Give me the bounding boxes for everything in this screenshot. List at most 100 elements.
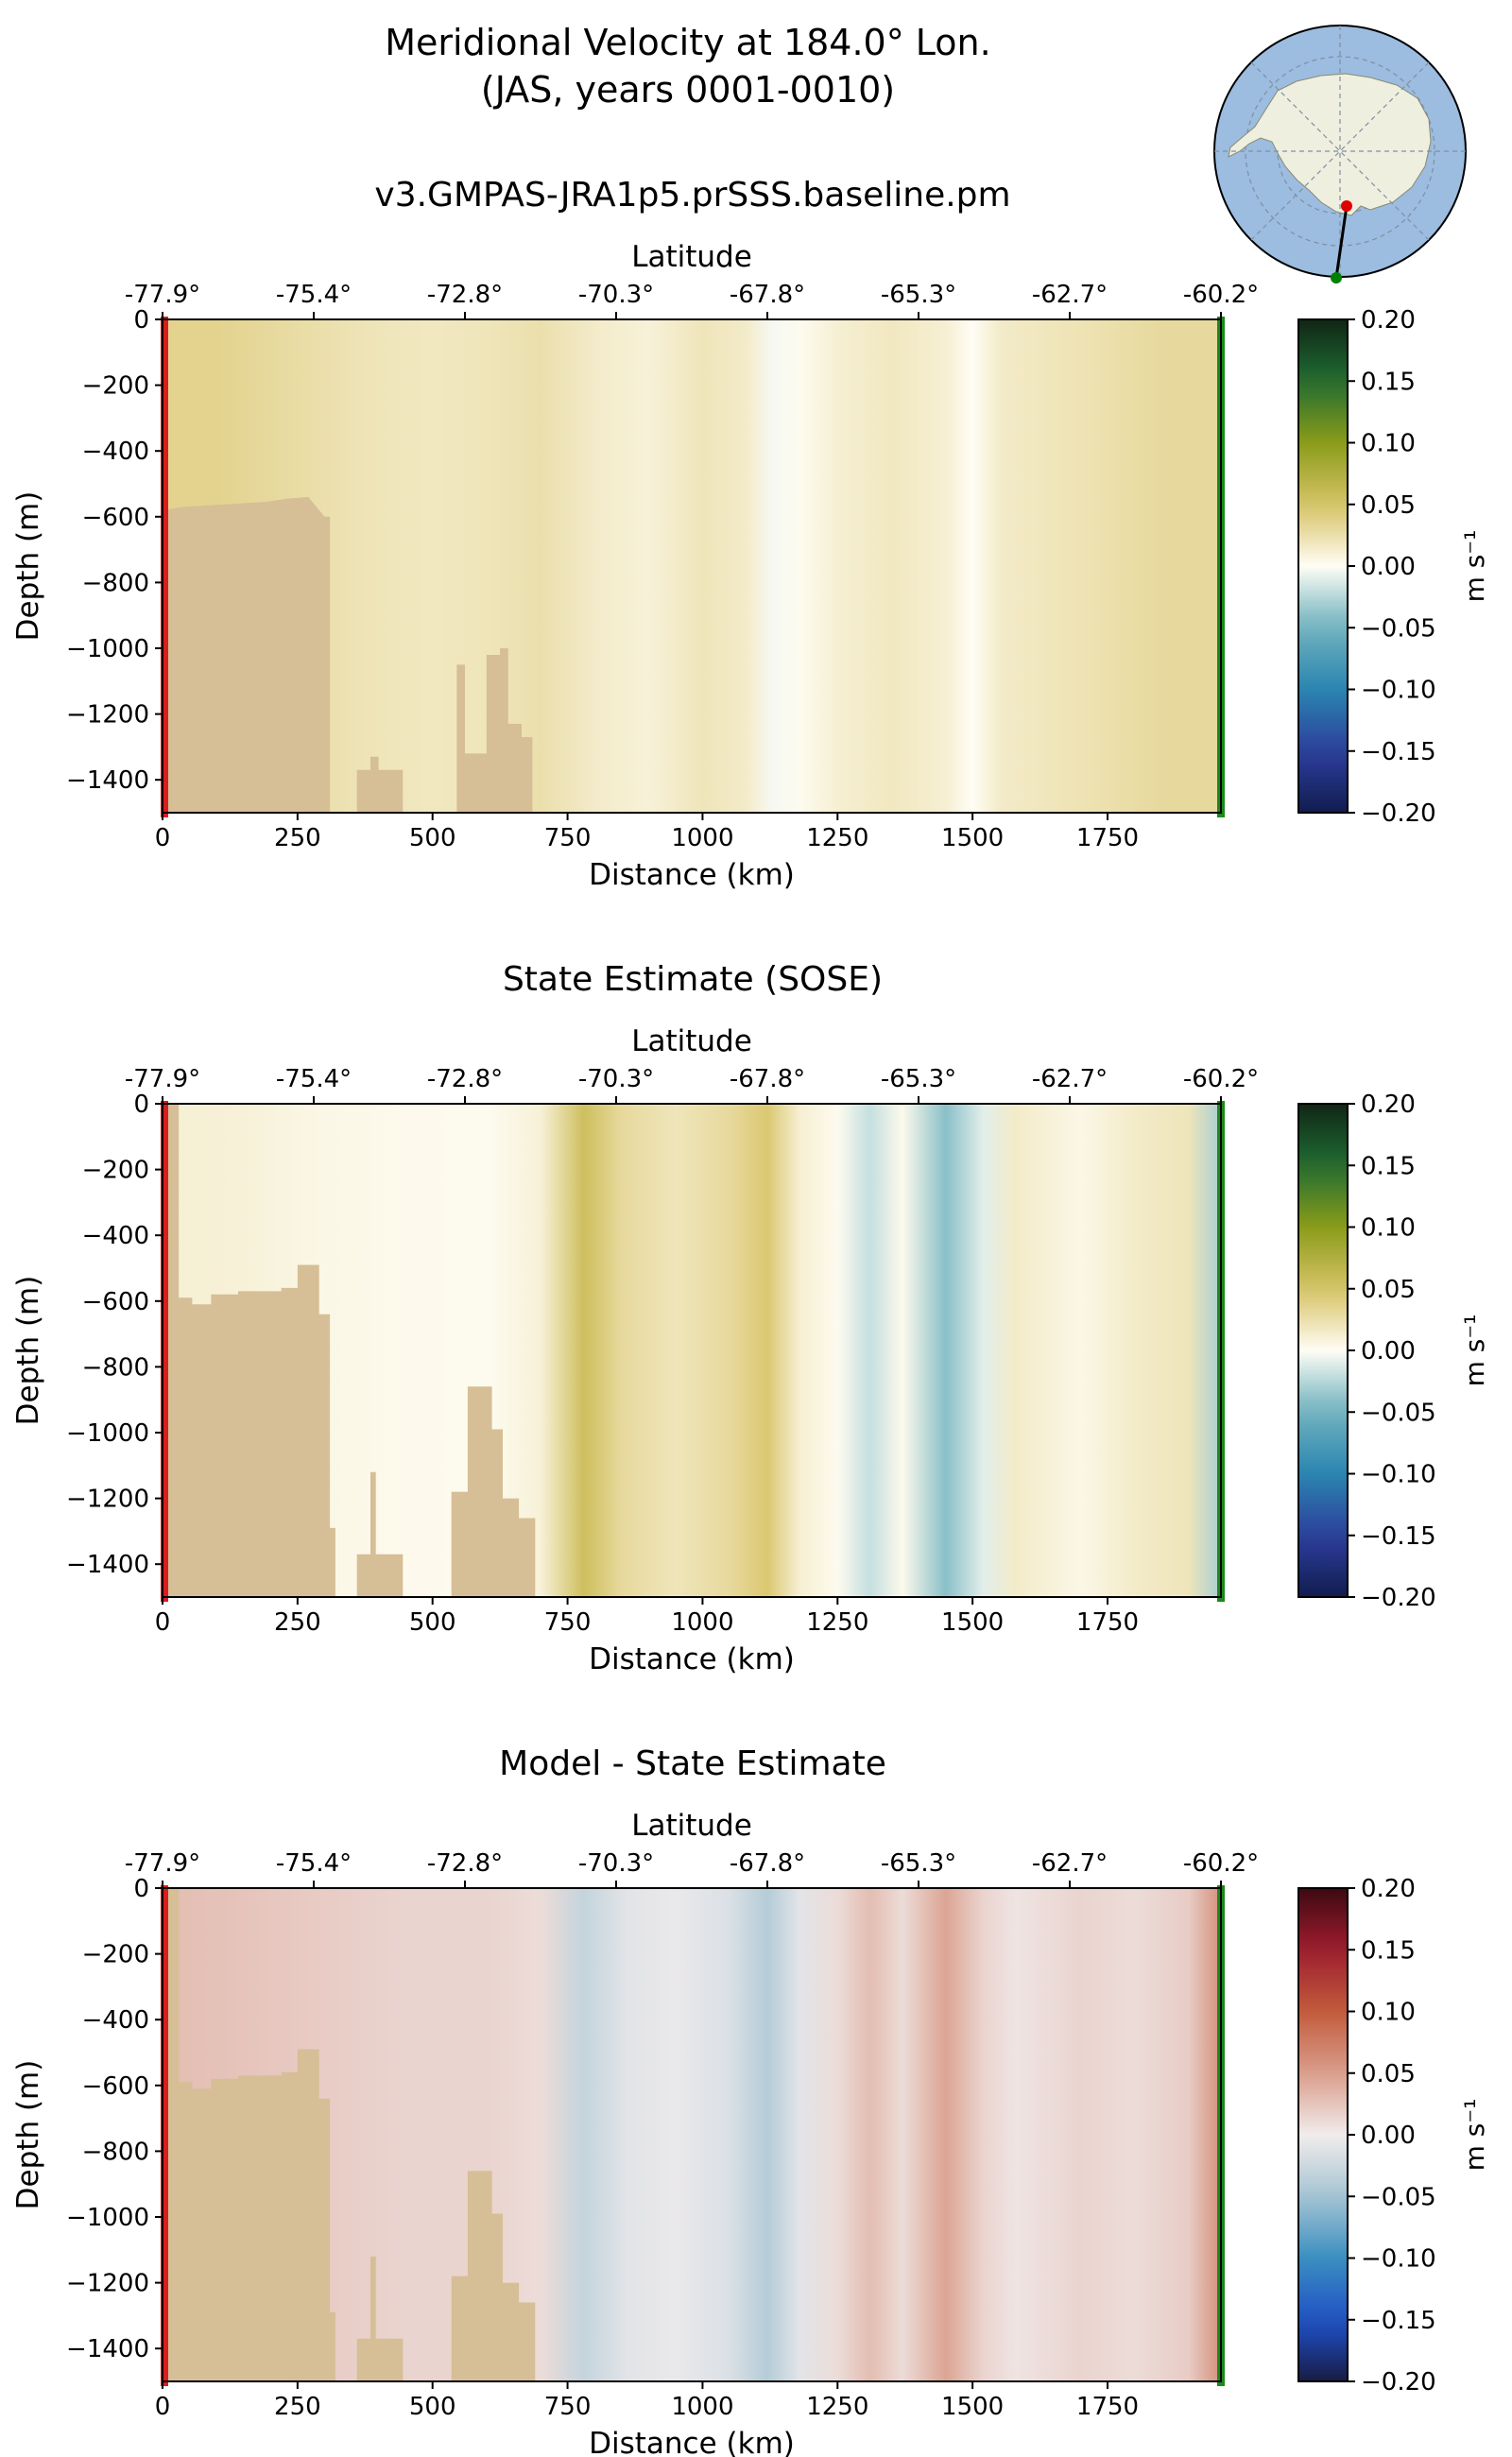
- x-axis-label: Distance (km): [589, 2427, 795, 2457]
- antarctica-map-inset: [1213, 25, 1467, 284]
- x-tick-label: 1250: [806, 824, 868, 852]
- y-axis-label: Depth (m): [11, 1276, 45, 1426]
- x-tick-label: 250: [274, 824, 321, 852]
- colorbar-tick-label: 0.00: [1361, 2122, 1416, 2150]
- x-tick-label: 1750: [1076, 824, 1139, 852]
- y-axis-label: Depth (m): [11, 491, 45, 642]
- y-tick-label: −800: [82, 1353, 149, 1382]
- lat-tick-label: -77.9°: [125, 1065, 200, 1093]
- colorbar: [1297, 318, 1349, 814]
- lat-tick-label: -65.3°: [881, 1065, 956, 1093]
- x-tick-label: 1250: [806, 1608, 868, 1637]
- x-tick-label: 1500: [941, 824, 1004, 852]
- x-tick-label: 1000: [671, 824, 733, 852]
- y-tick-label: −200: [82, 1157, 149, 1185]
- x-axis-label: Distance (km): [589, 1642, 795, 1676]
- lat-tick-label: -60.2°: [1183, 1065, 1259, 1093]
- y-tick-label: −1400: [66, 766, 149, 795]
- y-tick-label: −1000: [66, 635, 149, 663]
- y-tick-label: 0: [133, 1875, 149, 1903]
- transect-start-marker: [1341, 200, 1352, 212]
- y-tick-label: −1000: [66, 1419, 149, 1448]
- lat-tick-label: -65.3°: [881, 1849, 956, 1878]
- x-tick-label: 1500: [941, 1608, 1004, 1637]
- x-tick-label: 1000: [671, 1608, 733, 1637]
- colorbar-tick-label: −0.15: [1361, 1522, 1436, 1551]
- colorbar-tick-label: −0.05: [1361, 614, 1436, 643]
- x-tick-label: 0: [155, 824, 171, 852]
- y-tick-label: −400: [82, 2006, 149, 2035]
- y-tick-label: −600: [82, 504, 149, 532]
- x-tick-label: 1750: [1076, 2393, 1139, 2421]
- y-tick-label: −200: [82, 1941, 149, 1969]
- lat-tick-label: -72.8°: [427, 281, 503, 309]
- bathymetry-seafloor: [163, 496, 533, 813]
- y-tick-label: −600: [82, 2072, 149, 2101]
- x-tick-label: 500: [409, 2393, 456, 2421]
- lat-tick-label: -60.2°: [1183, 1849, 1259, 1878]
- colorbar-label: m s⁻¹: [1459, 2099, 1490, 2172]
- colorbar-tick-label: −0.10: [1361, 677, 1436, 705]
- lat-tick-label: -70.3°: [578, 1849, 654, 1878]
- lat-tick-label: -77.9°: [125, 1849, 200, 1878]
- colorbar-tick-label: 0.15: [1361, 1152, 1416, 1180]
- panel-title: Model - State Estimate: [499, 1744, 886, 1783]
- colorbar-tick-label: −0.20: [1361, 1584, 1436, 1612]
- y-tick-label: −1400: [66, 2335, 149, 2363]
- y-tick-label: −1000: [66, 2204, 149, 2232]
- colorbar-tick-label: 0.00: [1361, 553, 1416, 581]
- y-tick-label: −800: [82, 569, 149, 597]
- y-tick-label: −1200: [66, 701, 149, 730]
- x-tick-label: 1000: [671, 2393, 733, 2421]
- colorbar-tick-label: 0.20: [1361, 1875, 1416, 1903]
- colorbar-tick-label: −0.05: [1361, 1399, 1436, 1427]
- bathymetry-seafloor: [163, 1104, 536, 1597]
- colorbar-tick-label: 0.20: [1361, 306, 1416, 335]
- lat-tick-label: -75.4°: [276, 281, 352, 309]
- colorbar-tick-label: 0.15: [1361, 368, 1416, 396]
- colorbar-tick-label: 0.10: [1361, 1999, 1416, 2027]
- colorbar-tick-label: −0.15: [1361, 2307, 1436, 2335]
- lat-tick-label: -67.8°: [730, 281, 805, 309]
- transect-start-edge: [161, 317, 168, 817]
- x-tick-label: 750: [544, 1608, 592, 1637]
- colorbar-tick-label: −0.15: [1361, 738, 1436, 766]
- lat-tick-label: -70.3°: [578, 281, 654, 309]
- y-tick-label: −800: [82, 2138, 149, 2166]
- lat-tick-label: -65.3°: [881, 281, 956, 309]
- lat-tick-label: -67.8°: [730, 1849, 805, 1878]
- colorbar: [1297, 1887, 1349, 2382]
- lat-tick-label: -75.4°: [276, 1065, 352, 1093]
- y-tick-label: −1200: [66, 1486, 149, 1514]
- x-axis-label: Distance (km): [589, 858, 795, 892]
- colorbar-tick-label: −0.20: [1361, 2368, 1436, 2397]
- plot-frame: [162, 1887, 1222, 2382]
- transect-start-edge: [161, 1101, 168, 1602]
- latitude-axis-label: Latitude: [631, 1809, 752, 1843]
- lat-tick-label: -77.9°: [125, 281, 200, 309]
- colorbar-tick-label: 0.10: [1361, 430, 1416, 458]
- y-tick-label: −200: [82, 372, 149, 401]
- velocity-field: [163, 319, 1221, 813]
- x-tick-label: 500: [409, 1608, 456, 1637]
- y-tick-label: 0: [133, 306, 149, 335]
- chart-panel-1: v3.GMPAS-JRA1p5.prSSS.baseline.pm 0 250 500…: [11, 176, 1490, 892]
- colorbar-tick-label: 0.05: [1361, 491, 1416, 520]
- latitude-axis-label: Latitude: [631, 1024, 752, 1058]
- chart-panel-2: State Estimate (SOSE) 0 250 500 750 1000 1250 1…: [11, 960, 1490, 1676]
- y-tick-label: −400: [82, 1222, 149, 1250]
- colorbar-tick-label: −0.20: [1361, 799, 1436, 828]
- colorbar-tick-label: 0.10: [1361, 1214, 1416, 1243]
- colorbar-tick-label: 0.20: [1361, 1091, 1416, 1119]
- colorbar-tick-label: 0.05: [1361, 1276, 1416, 1304]
- lat-tick-label: -62.7°: [1032, 1065, 1108, 1093]
- y-tick-label: −600: [82, 1288, 149, 1316]
- velocity-field: [163, 1104, 1221, 1597]
- y-tick-label: −1200: [66, 2270, 149, 2298]
- x-tick-label: 1750: [1076, 1608, 1139, 1637]
- x-tick-label: 500: [409, 824, 456, 852]
- transect-line: [1334, 205, 1349, 279]
- chart-panel-3: Model - State Estimate 0 250 500 750 1000 1250…: [11, 1744, 1490, 2457]
- colorbar-label: m s⁻¹: [1459, 530, 1490, 603]
